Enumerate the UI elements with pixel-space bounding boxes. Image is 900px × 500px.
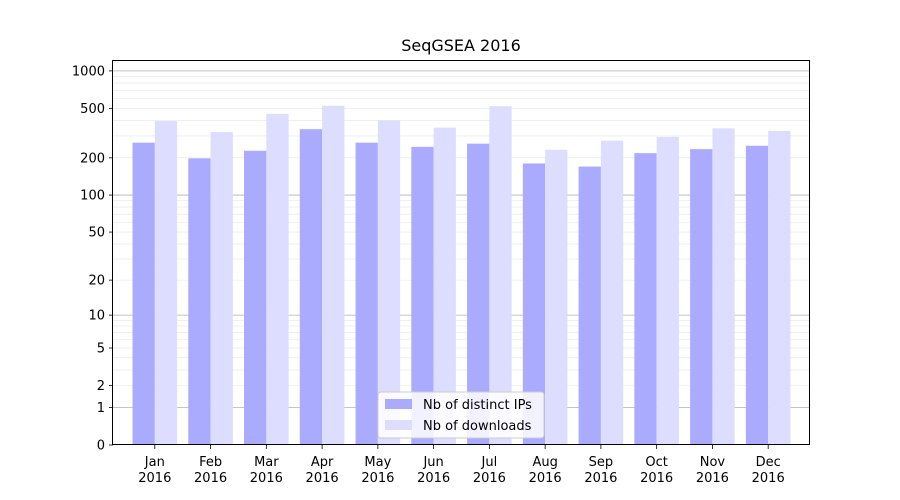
x-tick-month: Jan (144, 455, 165, 470)
y-tick-label: 5 (97, 341, 105, 356)
x-tick-label: Aug 2016 (529, 455, 562, 486)
chart-title: SeqGSEA 2016 (401, 36, 521, 55)
x-tick-month: Aug (532, 455, 557, 470)
bar-downloads (600, 140, 624, 445)
x-tick-year: 2016 (752, 471, 785, 486)
x-tick-year: 2016 (473, 471, 506, 486)
x-tick-month: May (364, 455, 391, 470)
y-tick-label: 1 (97, 401, 105, 416)
bar-distinct-ips (467, 143, 490, 445)
bar-downloads (433, 127, 456, 446)
x-tick-year: 2016 (250, 471, 283, 486)
bar-distinct-ips (132, 142, 155, 445)
bar-distinct-ips (690, 149, 713, 445)
bar-downloads (545, 149, 568, 445)
y-tick-label: 50 (88, 226, 105, 241)
bar-distinct-ips (578, 166, 601, 445)
bar-distinct-ips (522, 163, 546, 445)
y-tick-label: 1000 (72, 64, 105, 79)
x-tick-label: May 2016 (361, 455, 394, 486)
x-tick-year: 2016 (194, 471, 227, 486)
x-tick-label: Jan 2016 (138, 455, 171, 486)
y-tick-label: 2 (97, 379, 105, 394)
x-tick-label: Sep 2016 (584, 455, 617, 486)
bar-distinct-ips (411, 146, 434, 445)
x-tick-month: Feb (199, 455, 222, 470)
legend-swatch (385, 399, 412, 409)
bar-distinct-ips (244, 150, 267, 445)
bar-distinct-ips (745, 145, 769, 445)
y-tick-label: 200 (80, 151, 105, 166)
x-tick-year: 2016 (640, 471, 673, 486)
x-tick-year: 2016 (696, 471, 729, 486)
bar-distinct-ips (634, 153, 657, 445)
bars (132, 105, 791, 446)
plot-frame (112, 60, 810, 445)
bar-downloads (154, 121, 178, 446)
x-tick-year: 2016 (417, 471, 450, 486)
bar-downloads (656, 136, 679, 445)
x-tick-label: Feb 2016 (194, 455, 227, 486)
y-tick-label: 0 (97, 439, 105, 454)
x-tick-month: Dec (756, 455, 781, 470)
bar-distinct-ips (299, 129, 323, 446)
x-tick-year: 2016 (361, 471, 394, 486)
x-tick-label: Nov 2016 (696, 455, 729, 486)
x-tick-label: Oct 2016 (640, 455, 673, 486)
x-tick-year: 2016 (529, 471, 562, 486)
x-tick-month: Jul (481, 455, 498, 470)
x-tick-month: Jun (422, 455, 443, 470)
y-tick-label: 100 (80, 189, 105, 204)
bar-distinct-ips (188, 158, 211, 445)
bar-downloads (712, 128, 735, 445)
x-tick-label: Apr 2016 (306, 455, 339, 486)
y-tick-label: 20 (88, 274, 105, 289)
legend-swatch (385, 420, 412, 430)
y-tick-label: 500 (80, 102, 105, 117)
x-tick-label: Jul 2016 (473, 455, 506, 486)
bar-downloads (322, 105, 345, 446)
bar-downloads (266, 113, 289, 445)
bar-downloads (489, 106, 512, 445)
x-tick-year: 2016 (138, 471, 171, 486)
y-axis: 0 1 2 5 10 20 50 100 200 500 1000 (72, 64, 113, 454)
x-tick-month: Sep (589, 455, 614, 470)
x-tick-label: Jun 2016 (417, 455, 450, 486)
y-tick-label: 10 (88, 309, 105, 324)
bar-distinct-ips (355, 142, 378, 445)
legend: Nb of distinct IPs Nb of downloads (377, 391, 545, 439)
x-tick-label: Dec 2016 (752, 455, 785, 486)
x-tick-month: Mar (254, 455, 279, 470)
legend-label: Nb of downloads (423, 419, 532, 434)
x-tick-year: 2016 (584, 471, 617, 486)
bar-downloads (210, 132, 233, 446)
bar-downloads (377, 120, 401, 446)
x-tick-month: Apr (311, 455, 334, 470)
x-tick-month: Nov (700, 455, 726, 470)
x-tick-year: 2016 (306, 471, 339, 486)
legend-label: Nb of distinct IPs (423, 398, 532, 413)
x-tick-month: Oct (645, 455, 667, 470)
bar-downloads (768, 130, 791, 445)
x-tick-label: Mar 2016 (250, 455, 283, 486)
legend-box (377, 391, 545, 439)
